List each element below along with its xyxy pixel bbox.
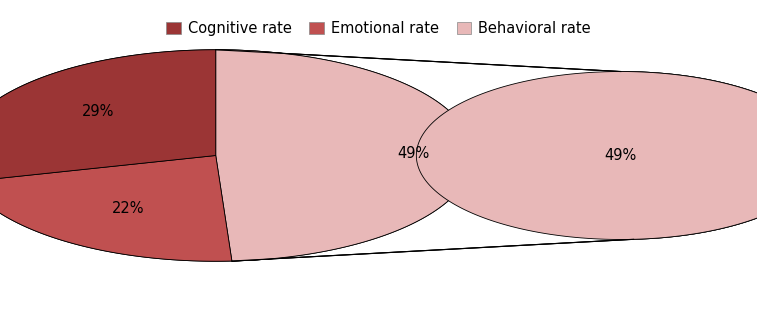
Text: 22%: 22% — [112, 201, 145, 216]
Polygon shape — [0, 50, 216, 182]
Polygon shape — [0, 156, 232, 261]
Polygon shape — [0, 156, 232, 261]
Polygon shape — [416, 72, 757, 239]
Polygon shape — [416, 72, 757, 239]
Text: 49%: 49% — [397, 146, 429, 161]
Polygon shape — [216, 50, 473, 261]
Legend: Cognitive rate, Emotional rate, Behavioral rate: Cognitive rate, Emotional rate, Behavior… — [161, 16, 596, 40]
Polygon shape — [216, 50, 757, 261]
Polygon shape — [216, 50, 473, 261]
Text: 49%: 49% — [605, 148, 637, 163]
Polygon shape — [0, 50, 216, 182]
Text: 29%: 29% — [82, 104, 114, 119]
